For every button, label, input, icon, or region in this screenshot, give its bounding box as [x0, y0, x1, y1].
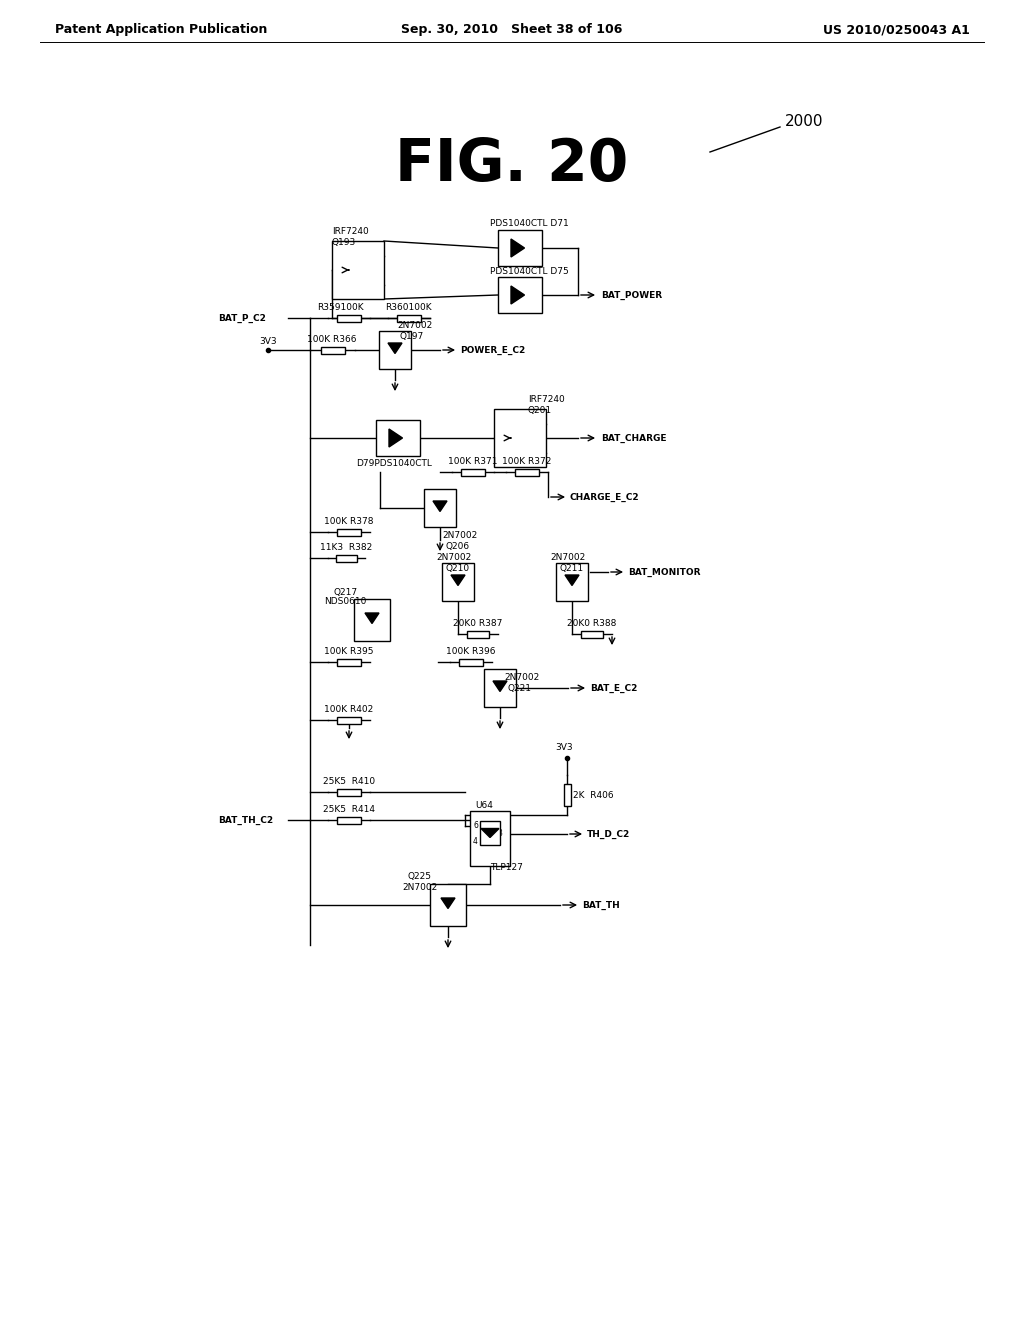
- Bar: [480, 821, 500, 845]
- Bar: [338, 817, 360, 824]
- Text: BAT_P_C2: BAT_P_C2: [218, 313, 266, 322]
- Text: BAT_TH: BAT_TH: [582, 900, 620, 909]
- Text: Patent Application Publication: Patent Application Publication: [55, 24, 267, 37]
- Bar: [563, 784, 570, 807]
- Text: 4: 4: [473, 837, 478, 846]
- Text: R360100K: R360100K: [385, 304, 431, 313]
- Text: U64: U64: [475, 801, 493, 810]
- Bar: [379, 331, 411, 370]
- Text: 6: 6: [473, 821, 478, 830]
- Text: Q206: Q206: [445, 541, 469, 550]
- Text: 3V3: 3V3: [259, 338, 276, 346]
- Text: R359100K: R359100K: [316, 304, 364, 313]
- Text: D79PDS1040CTL: D79PDS1040CTL: [356, 459, 432, 469]
- Polygon shape: [433, 502, 447, 511]
- Text: BAT_E_C2: BAT_E_C2: [590, 684, 637, 693]
- Bar: [332, 242, 384, 300]
- Bar: [498, 230, 542, 267]
- Polygon shape: [511, 239, 524, 257]
- Polygon shape: [441, 898, 455, 908]
- Bar: [484, 669, 516, 708]
- Text: 25K5  R410: 25K5 R410: [323, 777, 375, 787]
- Bar: [354, 599, 390, 642]
- Text: POWER_E_C2: POWER_E_C2: [460, 346, 525, 355]
- Bar: [556, 564, 588, 601]
- Text: 100K R366: 100K R366: [307, 335, 356, 345]
- Bar: [581, 631, 603, 638]
- Bar: [336, 554, 356, 561]
- Text: BAT_CHARGE: BAT_CHARGE: [601, 433, 667, 442]
- Text: 2N7002: 2N7002: [402, 883, 437, 891]
- Text: US 2010/0250043 A1: US 2010/0250043 A1: [823, 24, 970, 37]
- Text: FIG. 20: FIG. 20: [395, 136, 629, 194]
- Bar: [338, 528, 360, 536]
- Bar: [442, 564, 474, 601]
- Bar: [338, 314, 360, 322]
- Bar: [467, 631, 489, 638]
- Text: CHARGE_E_C2: CHARGE_E_C2: [570, 492, 640, 502]
- Text: Q193: Q193: [332, 238, 356, 247]
- Text: Q210: Q210: [446, 564, 470, 573]
- Text: 20K0 R388: 20K0 R388: [567, 619, 616, 628]
- Text: BAT_TH_C2: BAT_TH_C2: [218, 816, 273, 825]
- Polygon shape: [389, 429, 402, 447]
- Bar: [397, 314, 421, 322]
- Text: BAT_POWER: BAT_POWER: [601, 290, 663, 300]
- Bar: [376, 420, 420, 455]
- Polygon shape: [481, 829, 499, 837]
- Text: PDS1040CTL D75: PDS1040CTL D75: [490, 267, 568, 276]
- Text: 100K R378: 100K R378: [325, 517, 374, 527]
- Text: TLP127: TLP127: [490, 863, 523, 873]
- Polygon shape: [565, 576, 579, 586]
- Text: IRF7240: IRF7240: [332, 227, 369, 236]
- Text: 2N7002: 2N7002: [442, 532, 477, 540]
- Text: 100K R372: 100K R372: [503, 458, 552, 466]
- Text: 2K  R406: 2K R406: [573, 791, 613, 800]
- Text: 2N7002: 2N7002: [436, 553, 471, 562]
- Text: 2N7002: 2N7002: [504, 673, 540, 682]
- Text: TH_D_C2: TH_D_C2: [587, 829, 630, 838]
- Text: 100K R402: 100K R402: [325, 705, 374, 714]
- Bar: [498, 277, 542, 313]
- Bar: [430, 884, 466, 927]
- Text: Q217: Q217: [334, 587, 358, 597]
- Bar: [470, 810, 510, 866]
- Text: Q221: Q221: [507, 684, 531, 693]
- Text: 3: 3: [497, 829, 502, 838]
- Text: Q201: Q201: [528, 405, 552, 414]
- Bar: [424, 488, 456, 527]
- Text: 20K0 R387: 20K0 R387: [454, 619, 503, 628]
- Text: 11K3  R382: 11K3 R382: [319, 544, 372, 553]
- Bar: [338, 788, 360, 796]
- Bar: [515, 469, 539, 475]
- Bar: [321, 346, 344, 354]
- Text: BAT_MONITOR: BAT_MONITOR: [628, 568, 700, 577]
- Text: PDS1040CTL D71: PDS1040CTL D71: [490, 219, 568, 228]
- Bar: [494, 409, 546, 467]
- Text: NDS0610: NDS0610: [324, 598, 367, 606]
- Text: Sep. 30, 2010   Sheet 38 of 106: Sep. 30, 2010 Sheet 38 of 106: [401, 24, 623, 37]
- Text: 2N7002: 2N7002: [550, 553, 586, 562]
- Text: 2000: 2000: [785, 115, 823, 129]
- Text: 25K5  R414: 25K5 R414: [323, 805, 375, 814]
- Bar: [338, 659, 360, 665]
- Polygon shape: [451, 576, 465, 586]
- Polygon shape: [365, 612, 379, 623]
- Polygon shape: [511, 286, 524, 304]
- Text: Q211: Q211: [560, 564, 584, 573]
- Text: 100K R396: 100K R396: [446, 648, 496, 656]
- Bar: [460, 659, 482, 665]
- Text: 100K R395: 100K R395: [325, 648, 374, 656]
- Bar: [462, 469, 484, 475]
- Text: 2N7002: 2N7002: [397, 322, 432, 330]
- Text: 100K R371: 100K R371: [449, 458, 498, 466]
- Text: Q197: Q197: [400, 331, 424, 341]
- Polygon shape: [388, 343, 402, 354]
- Polygon shape: [493, 681, 507, 692]
- Bar: [338, 717, 360, 723]
- Text: 3V3: 3V3: [555, 743, 572, 752]
- Text: Q225: Q225: [408, 873, 432, 882]
- Text: IRF7240: IRF7240: [528, 396, 565, 404]
